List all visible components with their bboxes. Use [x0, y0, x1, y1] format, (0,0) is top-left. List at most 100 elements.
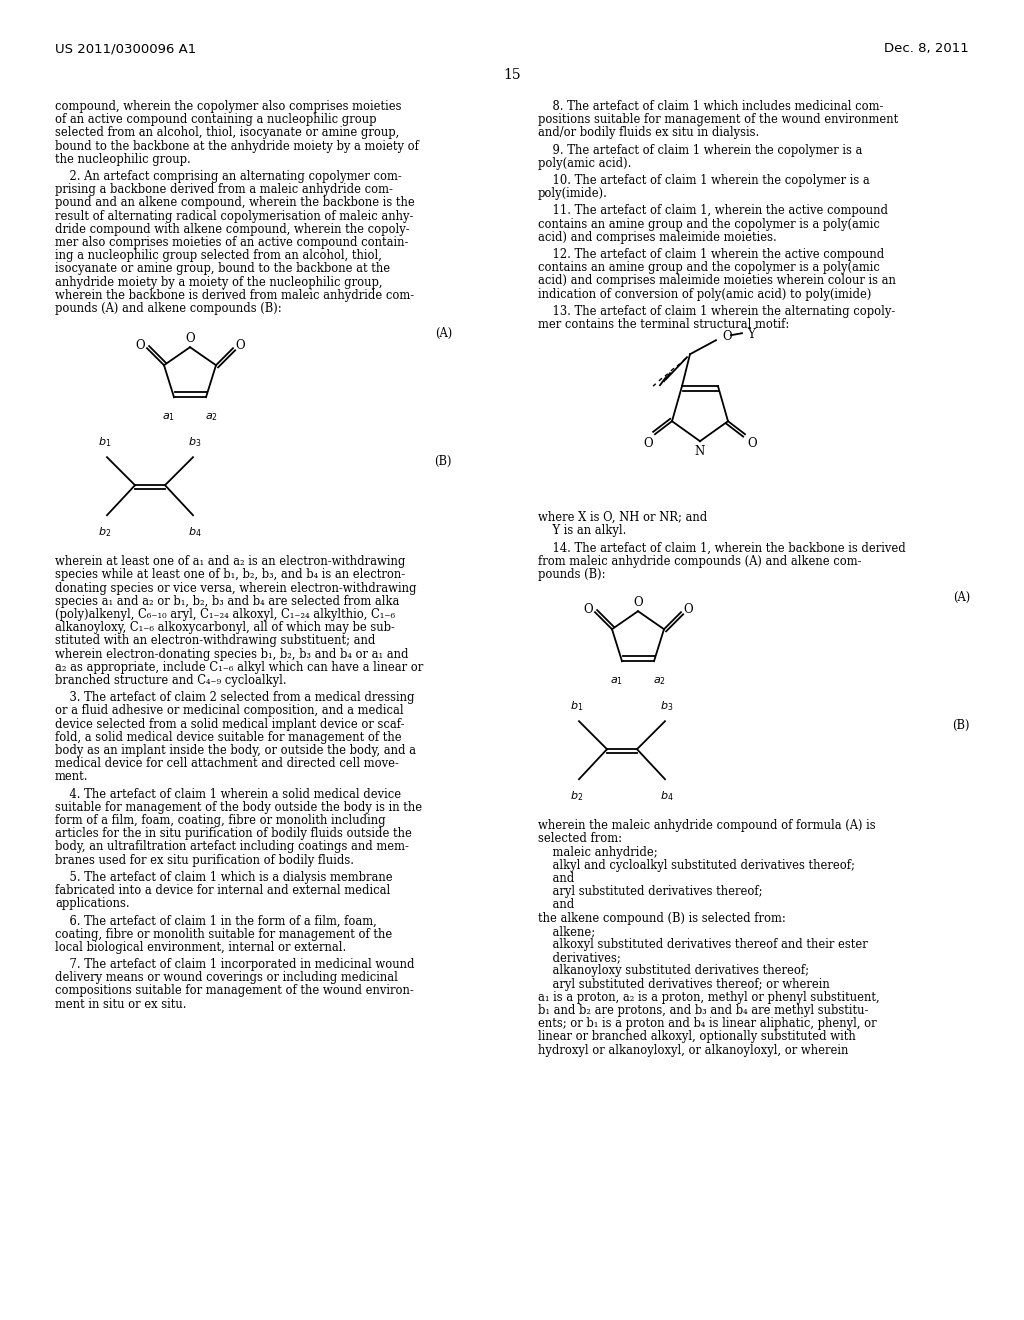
- Text: or a fluid adhesive or medicinal composition, and a medical: or a fluid adhesive or medicinal composi…: [55, 705, 403, 717]
- Text: isocyanate or amine group, bound to the backbone at the: isocyanate or amine group, bound to the …: [55, 263, 390, 276]
- Text: alkyl and cycloalkyl substituted derivatives thereof;: alkyl and cycloalkyl substituted derivat…: [538, 859, 855, 871]
- Text: medical device for cell attachment and directed cell move-: medical device for cell attachment and d…: [55, 758, 399, 770]
- Text: stituted with an electron-withdrawing substituent; and: stituted with an electron-withdrawing su…: [55, 635, 376, 647]
- Text: a₂ as appropriate, include C₁₋₆ alkyl which can have a linear or: a₂ as appropriate, include C₁₋₆ alkyl wh…: [55, 661, 423, 673]
- Text: $b_3$: $b_3$: [660, 700, 674, 713]
- Text: indication of conversion of poly(amic acid) to poly(imide): indication of conversion of poly(amic ac…: [538, 288, 871, 301]
- Text: wherein at least one of a₁ and a₂ is an electron-withdrawing: wherein at least one of a₁ and a₂ is an …: [55, 556, 406, 568]
- Text: $a_2$: $a_2$: [205, 412, 217, 422]
- Text: 6. The artefact of claim 1 in the form of a film, foam,: 6. The artefact of claim 1 in the form o…: [55, 915, 377, 928]
- Text: Dec. 8, 2011: Dec. 8, 2011: [885, 42, 969, 55]
- Text: ing a nucleophilic group selected from an alcohol, thiol,: ing a nucleophilic group selected from a…: [55, 249, 382, 263]
- Text: $b_3$: $b_3$: [188, 436, 202, 449]
- Text: (poly)alkenyl, C₆₋₁₀ aryl, C₁₋₂₄ alkoxyl, C₁₋₂₄ alkylthio, C₁₋₆: (poly)alkenyl, C₆₋₁₀ aryl, C₁₋₂₄ alkoxyl…: [55, 609, 395, 620]
- Text: poly(imide).: poly(imide).: [538, 187, 608, 201]
- Text: contains an amine group and the copolymer is a poly(amic: contains an amine group and the copolyme…: [538, 218, 880, 231]
- Text: the alkene compound (B) is selected from:: the alkene compound (B) is selected from…: [538, 912, 785, 924]
- Text: donating species or vice versa, wherein electron-withdrawing: donating species or vice versa, wherein …: [55, 582, 417, 594]
- Text: alkanoyloxy, C₁₋₆ alkoxycarbonyl, all of which may be sub-: alkanoyloxy, C₁₋₆ alkoxycarbonyl, all of…: [55, 622, 395, 634]
- Text: mer also comprises moieties of an active compound contain-: mer also comprises moieties of an active…: [55, 236, 409, 249]
- Text: of an active compound containing a nucleophilic group: of an active compound containing a nucle…: [55, 114, 377, 127]
- Text: applications.: applications.: [55, 898, 130, 911]
- Text: (B): (B): [434, 455, 452, 469]
- Text: compositions suitable for management of the wound environ-: compositions suitable for management of …: [55, 985, 414, 998]
- Text: 8. The artefact of claim 1 which includes medicinal com-: 8. The artefact of claim 1 which include…: [538, 100, 884, 114]
- Text: and: and: [538, 873, 574, 884]
- Text: maleic anhydride;: maleic anhydride;: [538, 846, 657, 858]
- Text: b₁ and b₂ are protons, and b₃ and b₄ are methyl substitu-: b₁ and b₂ are protons, and b₃ and b₄ are…: [538, 1005, 868, 1016]
- Text: pounds (A) and alkene compounds (B):: pounds (A) and alkene compounds (B):: [55, 302, 282, 315]
- Text: alkanoyloxy substituted derivatives thereof;: alkanoyloxy substituted derivatives ther…: [538, 965, 809, 977]
- Text: poly(amic acid).: poly(amic acid).: [538, 157, 632, 170]
- Text: branes used for ex situ purification of bodily fluids.: branes used for ex situ purification of …: [55, 854, 354, 867]
- Text: 9. The artefact of claim 1 wherein the copolymer is a: 9. The artefact of claim 1 wherein the c…: [538, 144, 862, 157]
- Text: $b_4$: $b_4$: [188, 525, 202, 539]
- Text: $b_4$: $b_4$: [660, 789, 674, 803]
- Text: result of alternating radical copolymerisation of maleic anhy-: result of alternating radical copolymeri…: [55, 210, 414, 223]
- Text: branched structure and C₄₋₉ cycloalkyl.: branched structure and C₄₋₉ cycloalkyl.: [55, 675, 287, 686]
- Text: O: O: [748, 437, 757, 450]
- Text: alkoxyl substituted derivatives thereof and their ester: alkoxyl substituted derivatives thereof …: [538, 939, 867, 950]
- Text: body as an implant inside the body, or outside the body, and a: body as an implant inside the body, or o…: [55, 744, 416, 756]
- Text: 13. The artefact of claim 1 wherein the alternating copoly-: 13. The artefact of claim 1 wherein the …: [538, 305, 895, 318]
- Text: form of a film, foam, coating, fibre or monolith including: form of a film, foam, coating, fibre or …: [55, 814, 386, 828]
- Text: ment in situ or ex situ.: ment in situ or ex situ.: [55, 998, 186, 1011]
- Text: ment.: ment.: [55, 771, 88, 783]
- Text: $b_1$: $b_1$: [570, 700, 584, 713]
- Text: pound and an alkene compound, wherein the backbone is the: pound and an alkene compound, wherein th…: [55, 197, 415, 210]
- Text: and: and: [538, 899, 574, 911]
- Text: $a_1$: $a_1$: [163, 412, 175, 422]
- Text: $a_1$: $a_1$: [610, 676, 624, 686]
- Text: selected from an alcohol, thiol, isocyanate or amine group,: selected from an alcohol, thiol, isocyan…: [55, 127, 399, 140]
- Text: wherein electron-donating species b₁, b₂, b₃ and b₄ or a₁ and: wherein electron-donating species b₁, b₂…: [55, 648, 409, 660]
- Text: US 2011/0300096 A1: US 2011/0300096 A1: [55, 42, 197, 55]
- Text: (A): (A): [435, 327, 452, 341]
- Text: (A): (A): [952, 591, 970, 605]
- Text: $a_2$: $a_2$: [652, 676, 666, 686]
- Text: Y: Y: [746, 327, 755, 341]
- Text: dride compound with alkene compound, wherein the copoly-: dride compound with alkene compound, whe…: [55, 223, 410, 236]
- Text: wherein the maleic anhydride compound of formula (A) is: wherein the maleic anhydride compound of…: [538, 820, 876, 832]
- Text: N: N: [695, 445, 706, 458]
- Text: ents; or b₁ is a proton and b₄ is linear aliphatic, phenyl, or: ents; or b₁ is a proton and b₄ is linear…: [538, 1018, 877, 1030]
- Text: coating, fibre or monolith suitable for management of the: coating, fibre or monolith suitable for …: [55, 928, 392, 941]
- Text: 5. The artefact of claim 1 which is a dialysis membrane: 5. The artefact of claim 1 which is a di…: [55, 871, 392, 884]
- Text: device selected from a solid medical implant device or scaf-: device selected from a solid medical imp…: [55, 718, 404, 730]
- Text: 15: 15: [503, 69, 521, 82]
- Text: mer contains the terminal structural motif:: mer contains the terminal structural mot…: [538, 318, 790, 331]
- Text: where X is O, NH or NR; and: where X is O, NH or NR; and: [538, 511, 708, 524]
- Text: acid) and comprises maleimide moieties wherein colour is an: acid) and comprises maleimide moieties w…: [538, 275, 896, 288]
- Text: O: O: [643, 437, 653, 450]
- Text: $b_1$: $b_1$: [98, 436, 112, 449]
- Text: acid) and comprises maleimide moieties.: acid) and comprises maleimide moieties.: [538, 231, 777, 244]
- Text: from maleic anhydride compounds (A) and alkene com-: from maleic anhydride compounds (A) and …: [538, 554, 861, 568]
- Text: 14. The artefact of claim 1, wherein the backbone is derived: 14. The artefact of claim 1, wherein the…: [538, 541, 906, 554]
- Text: 3. The artefact of claim 2 selected from a medical dressing: 3. The artefact of claim 2 selected from…: [55, 692, 415, 704]
- Text: contains an amine group and the copolymer is a poly(amic: contains an amine group and the copolyme…: [538, 261, 880, 275]
- Text: body, an ultrafiltration artefact including coatings and mem-: body, an ultrafiltration artefact includ…: [55, 841, 409, 854]
- Text: O: O: [135, 339, 144, 351]
- Text: pounds (B):: pounds (B):: [538, 568, 605, 581]
- Text: $b_2$: $b_2$: [98, 525, 112, 539]
- Text: O: O: [633, 595, 643, 609]
- Text: O: O: [185, 331, 195, 345]
- Text: 7. The artefact of claim 1 incorporated in medicinal wound: 7. The artefact of claim 1 incorporated …: [55, 958, 415, 972]
- Text: and/or bodily fluids ex situ in dialysis.: and/or bodily fluids ex situ in dialysis…: [538, 127, 759, 140]
- Text: 11. The artefact of claim 1, wherein the active compound: 11. The artefact of claim 1, wherein the…: [538, 205, 888, 218]
- Text: linear or branched alkoxyl, optionally substituted with: linear or branched alkoxyl, optionally s…: [538, 1031, 856, 1043]
- Text: positions suitable for management of the wound environment: positions suitable for management of the…: [538, 114, 898, 127]
- Text: O: O: [236, 339, 245, 351]
- Text: 2. An artefact comprising an alternating copolymer com-: 2. An artefact comprising an alternating…: [55, 170, 401, 183]
- Text: suitable for management of the body outside the body is in the: suitable for management of the body outs…: [55, 801, 422, 814]
- Text: prising a backbone derived from a maleic anhydride com-: prising a backbone derived from a maleic…: [55, 183, 393, 197]
- Text: species while at least one of b₁, b₂, b₃, and b₄ is an electron-: species while at least one of b₁, b₂, b₃…: [55, 569, 406, 581]
- Text: wherein the backbone is derived from maleic anhydride com-: wherein the backbone is derived from mal…: [55, 289, 414, 302]
- Text: O: O: [722, 330, 731, 343]
- Text: derivatives;: derivatives;: [538, 952, 621, 964]
- Text: local biological environment, internal or external.: local biological environment, internal o…: [55, 941, 346, 954]
- Text: aryl substituted derivatives thereof;: aryl substituted derivatives thereof;: [538, 886, 763, 898]
- Text: species a₁ and a₂ or b₁, b₂, b₃ and b₄ are selected from alka: species a₁ and a₂ or b₁, b₂, b₃ and b₄ a…: [55, 595, 399, 607]
- Text: O: O: [683, 603, 693, 615]
- Text: 12. The artefact of claim 1 wherein the active compound: 12. The artefact of claim 1 wherein the …: [538, 248, 885, 261]
- Text: bound to the backbone at the anhydride moiety by a moiety of: bound to the backbone at the anhydride m…: [55, 140, 419, 153]
